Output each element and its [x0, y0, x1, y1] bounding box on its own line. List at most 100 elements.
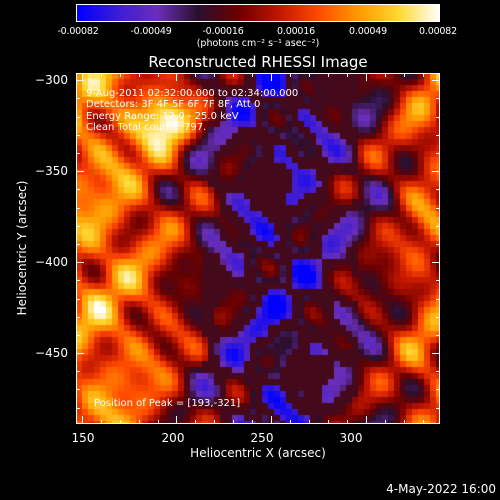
tick-mark [432, 80, 440, 81]
energy-range-annotation: Energy Range: 12.0 - 25.0 keV [86, 111, 239, 122]
detectors-annotation: Detectors: 3F 4F 5F 6F 7F 8F, Att 0 [86, 99, 261, 110]
tick-mark [328, 73, 329, 77]
tick-mark [432, 262, 440, 263]
tick-mark [139, 73, 140, 77]
tick-mark [76, 299, 80, 300]
tick-mark [76, 408, 80, 409]
clean-counts-annotation: Clean Total counts: 797. [86, 122, 207, 133]
tick-mark [120, 420, 121, 424]
tick-mark [347, 420, 348, 424]
y-tick-label: −300 [35, 73, 68, 87]
tick-mark [252, 73, 253, 77]
tick-mark [101, 420, 102, 424]
x-tick-label: 300 [339, 431, 363, 445]
tick-mark [366, 416, 367, 424]
x-axis-label: Heliocentric X (arcsec) [190, 446, 326, 460]
tick-mark [76, 135, 80, 136]
y-tick-label: −350 [35, 164, 68, 178]
x-tick-label: 250 [250, 431, 274, 445]
tick-mark [404, 420, 405, 424]
tick-mark [195, 420, 196, 424]
tick-mark [385, 420, 386, 424]
tick-mark [290, 420, 291, 424]
tick-mark [436, 371, 440, 372]
y-tick-label: −450 [35, 346, 68, 360]
tick-mark [271, 416, 272, 424]
colorbar-tick-label: 0.00016 [277, 26, 315, 37]
tick-mark [290, 73, 291, 77]
tick-mark [139, 420, 140, 424]
colorbar-tick-label: -0.00049 [130, 26, 172, 37]
tick-mark [328, 420, 329, 424]
colorbar-units: (photons cm⁻² s⁻¹ asec⁻²) [196, 38, 320, 49]
chart-title: Reconstructed RHESSI Image [148, 53, 368, 71]
tick-mark [176, 73, 177, 81]
tick-mark [214, 73, 215, 77]
tick-mark [101, 73, 102, 77]
tick-mark [76, 389, 80, 390]
tick-mark [436, 208, 440, 209]
y-axis-label: Heliocentric Y (arcsec) [15, 180, 29, 316]
tick-mark [432, 171, 440, 172]
tick-mark [436, 244, 440, 245]
tick-mark [423, 420, 424, 424]
tick-mark [76, 171, 84, 172]
tick-mark [436, 135, 440, 136]
tick-mark [436, 408, 440, 409]
tick-mark [252, 420, 253, 424]
tick-mark [436, 335, 440, 336]
x-tick-label: 150 [71, 431, 95, 445]
tick-mark [76, 226, 80, 227]
tick-mark [436, 226, 440, 227]
tick-mark [76, 98, 80, 99]
tick-mark [366, 73, 367, 81]
tick-mark [158, 420, 159, 424]
colorbar-tick-label: -0.00082 [57, 26, 99, 37]
tick-mark [76, 189, 80, 190]
tick-mark [120, 73, 121, 77]
tick-mark [436, 299, 440, 300]
colorbar-tick-label: 0.00082 [419, 26, 457, 37]
colorbar-tick-label: -0.00016 [202, 26, 244, 37]
tick-mark [76, 262, 84, 263]
timestamp: 4-May-2022 16:00 [386, 482, 496, 496]
tick-mark [436, 189, 440, 190]
tick-mark [76, 371, 80, 372]
tick-mark [432, 353, 440, 354]
y-tick-label: −400 [35, 255, 68, 269]
tick-mark [423, 73, 424, 77]
tick-mark [436, 98, 440, 99]
tick-mark [214, 420, 215, 424]
tick-mark [76, 153, 80, 154]
tick-mark [76, 317, 80, 318]
tick-mark [76, 117, 80, 118]
colorbar-tick-label: 0.00049 [349, 26, 387, 37]
time-range-annotation: 9-Aug-2011 02:32:00.000 to 02:34:00.000 [86, 88, 299, 99]
tick-mark [76, 353, 84, 354]
tick-mark [76, 208, 80, 209]
tick-mark [82, 416, 83, 424]
tick-mark [385, 73, 386, 77]
plot-area: 9-Aug-2011 02:32:00.000 to 02:34:00.000 … [76, 73, 440, 424]
tick-mark [309, 420, 310, 424]
tick-mark [436, 317, 440, 318]
tick-mark [347, 73, 348, 77]
x-tick-label: 200 [161, 431, 185, 445]
tick-mark [176, 416, 177, 424]
tick-mark [76, 335, 80, 336]
tick-mark [158, 73, 159, 77]
heatmap-image [76, 73, 440, 424]
tick-mark [404, 73, 405, 77]
tick-mark [76, 244, 80, 245]
colorbar [76, 4, 440, 22]
peak-position-annotation: Position of Peak = [193,-321] [94, 398, 241, 409]
tick-mark [309, 73, 310, 77]
tick-mark [436, 117, 440, 118]
tick-mark [271, 73, 272, 81]
tick-mark [436, 280, 440, 281]
tick-mark [436, 153, 440, 154]
tick-mark [76, 80, 84, 81]
tick-mark [195, 73, 196, 77]
tick-mark [76, 280, 80, 281]
tick-mark [436, 389, 440, 390]
